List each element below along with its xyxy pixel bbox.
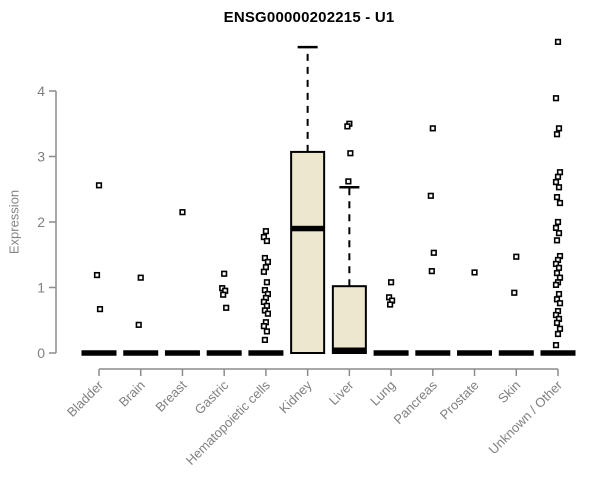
outlier-point — [555, 230, 563, 237]
outlier-point — [387, 279, 395, 286]
outlier-point — [263, 237, 271, 245]
x-tick-label: Bladder — [64, 377, 107, 420]
x-tick-label: Lung — [367, 378, 398, 409]
outlier-point — [471, 269, 478, 276]
outlier-point — [427, 192, 434, 199]
outlier-point — [552, 95, 560, 102]
x-tick-label: Pancreas — [390, 377, 440, 427]
outlier-point — [261, 336, 269, 344]
zero-median-bar — [457, 350, 493, 356]
median-line — [332, 347, 366, 353]
outlier-point — [428, 268, 435, 275]
outlier-point — [511, 289, 518, 296]
outlier-point — [263, 279, 271, 286]
median-line — [291, 225, 325, 232]
outlier-point — [555, 184, 563, 191]
outlier-point — [552, 224, 560, 231]
outlier-point — [554, 38, 562, 45]
outlier-point — [552, 178, 560, 186]
zero-median-bar — [206, 350, 242, 356]
outlier-point — [344, 123, 351, 130]
zero-median-bar — [123, 350, 159, 356]
outlier-point — [386, 301, 394, 308]
zero-median-bar — [373, 350, 409, 356]
outlier-point — [553, 237, 561, 244]
x-tick-label: Brain — [116, 378, 148, 410]
outlier-point — [430, 249, 437, 256]
x-tick-label: Skin — [495, 378, 523, 406]
outlier-point — [260, 323, 268, 330]
outlier-point — [264, 310, 272, 317]
zero-median-bar — [415, 350, 451, 356]
outlier-point — [221, 270, 228, 277]
outlier-point — [429, 125, 436, 132]
y-tick-label: 0 — [37, 345, 45, 361]
outlier-point — [264, 258, 272, 266]
outlier-point — [135, 321, 142, 328]
x-tick-label: Breast — [152, 377, 189, 414]
outlier-point — [345, 178, 352, 185]
outlier-point — [554, 218, 562, 226]
outlier-point — [554, 173, 562, 180]
outlier-point — [220, 291, 227, 298]
outlier-point — [513, 253, 520, 260]
outlier-point — [556, 199, 564, 207]
outlier-point — [554, 330, 562, 338]
zero-median-bar — [248, 350, 284, 356]
outlier-point — [95, 182, 103, 189]
y-tick-label: 1 — [37, 280, 45, 296]
outlier-point — [179, 209, 186, 216]
zero-median-bar — [498, 350, 534, 356]
outlier-point — [552, 281, 560, 288]
x-tick-label: Kidney — [276, 377, 315, 416]
outlier-point — [262, 228, 270, 235]
outlier-point — [556, 325, 564, 332]
box — [331, 285, 367, 354]
zero-median-bar — [540, 350, 576, 356]
outlier-point — [347, 150, 354, 157]
chart-title: ENSG00000202215 - U1 — [223, 9, 395, 26]
box — [290, 150, 326, 354]
y-tick-label: 4 — [37, 83, 45, 99]
outlier-point — [556, 300, 564, 307]
outlier-point — [263, 328, 271, 335]
outlier-point — [137, 274, 144, 281]
x-tick-label: Unknown / Other — [486, 377, 566, 457]
outlier-point — [555, 125, 563, 132]
y-tick-label: 3 — [37, 149, 45, 165]
y-tick-label: 2 — [37, 214, 45, 230]
outlier-point — [553, 194, 561, 201]
outlier-point — [555, 264, 563, 271]
outlier-point — [260, 268, 268, 275]
zero-median-bar — [81, 350, 117, 356]
outlier-point — [93, 271, 101, 279]
x-tick-label: Gastric — [192, 377, 232, 417]
outlier-point — [552, 342, 560, 349]
zero-median-bar — [164, 350, 200, 356]
outlier-point — [555, 290, 563, 298]
outlier-point — [223, 304, 230, 311]
x-tick-label: Prostate — [437, 378, 482, 423]
x-tick-label: Liver — [326, 377, 357, 408]
outlier-point — [96, 306, 104, 313]
outlier-point — [553, 319, 561, 326]
outlier-point — [553, 131, 561, 138]
